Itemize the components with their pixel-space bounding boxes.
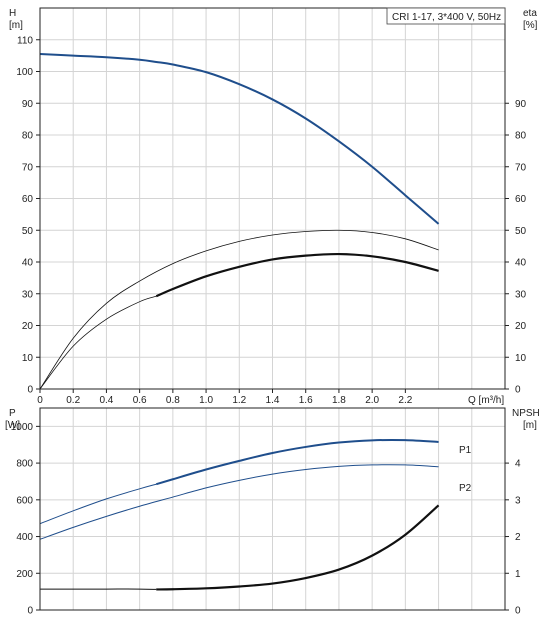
left-tick-label: 10 [22,353,34,364]
x-tick-label: 1.4 [266,395,280,406]
bottom-tick-labels: 0 200 400 600 800 1000 0 1 2 3 4 [11,422,521,617]
series-line-npsh [156,504,440,591]
bottom-series [39,438,440,591]
right-tick-label: 1 [515,569,521,580]
x-tick-label: 1.0 [199,395,213,406]
x-tick-label: 2.2 [398,395,412,406]
bottom-plot-frame [39,407,506,611]
series-line-eta_total [39,229,439,390]
chart-title-box [386,7,506,25]
right-tick-label: 70 [515,162,527,173]
top-left-axis-unit: [m] [9,20,23,31]
x-tick-label: 0.2 [66,395,80,406]
top-plot-frame [39,7,506,390]
top-tick-labels: 0 10 20 30 40 50 60 70 80 90 100 110 0 10 20 30 40 50 60 70… [16,35,526,406]
top-series [39,53,440,390]
right-tick-label: 80 [515,131,527,142]
bottom-right-axis-label: NPSH [512,408,540,419]
right-tick-label: 40 [515,258,527,269]
top-grid [40,8,505,389]
top-left-axis-label: H [9,8,16,19]
x-tick-label: 0.8 [166,395,180,406]
right-tick-label: 90 [515,99,527,110]
left-tick-label: 70 [22,162,34,173]
bottom-left-axis-label: P [9,408,16,419]
right-tick-label: 0 [515,606,521,617]
left-tick-label: 0 [27,606,33,617]
bottom-right-axis-unit: [m] [523,420,537,431]
right-tick-label: 10 [515,353,527,364]
right-tick-label: 20 [515,321,527,332]
left-tick-label: 1000 [11,422,34,433]
x-tick-label: 1.8 [332,395,346,406]
series-line-p2 [39,464,439,540]
x-tick-label: 1.6 [299,395,313,406]
x-tick-label: 1.2 [232,395,246,406]
left-tick-label: 800 [16,459,33,470]
left-tick-label: 400 [16,532,33,543]
series-line-h [39,53,440,225]
left-tick-label: 100 [16,67,33,78]
left-tick-label: 40 [22,258,34,269]
left-tick-label: 30 [22,289,34,300]
left-tick-label: 90 [22,99,34,110]
left-tick-label: 0 [27,385,33,396]
series-line-eta_pump [155,252,439,298]
left-tick-label: 20 [22,321,34,332]
bottom-left-axis-unit: [W] [5,420,20,431]
series-line-eta_pump-thin [39,295,157,390]
right-tick-label: 60 [515,194,527,205]
left-tick-label: 60 [22,194,34,205]
chart-title: CRI 1-17, 3*400 V, 50Hz [392,12,501,23]
series-label-p2: P2 [459,483,472,494]
x-tick-label: 0 [37,395,43,406]
left-tick-label: 50 [22,226,34,237]
right-tick-label: 30 [515,289,527,300]
right-tick-label: 2 [515,532,521,543]
right-tick-label: 4 [515,459,521,470]
x-axis-label: Q [m³/h] [468,395,504,406]
x-tick-label: 0.6 [133,395,147,406]
right-tick-label: 3 [515,495,521,506]
left-tick-label: 80 [22,131,34,142]
right-tick-label: 0 [515,385,521,396]
bottom-panel-power-npsh: 0 200 400 600 800 1000 0 1 2 3 4 P [W] NPSH [m] P1… [5,407,540,617]
right-tick-label: 50 [515,226,527,237]
series-line-p1 [155,438,439,486]
x-tick-label: 2.0 [365,395,379,406]
series-label-p1: P1 [459,445,472,456]
top-right-axis-label: eta [523,8,537,19]
x-tick-label: 0.4 [99,395,113,406]
top-right-axis-unit: [%] [523,20,538,31]
series-line-p1-thin [39,483,157,525]
left-tick-label: 600 [16,495,33,506]
top-panel-head-efficiency: 0 10 20 30 40 50 60 70 80 90 100 110 0 10 20 30 40 50 60 70… [9,7,538,406]
left-tick-label: 110 [17,35,33,46]
left-tick-label: 200 [16,569,33,580]
